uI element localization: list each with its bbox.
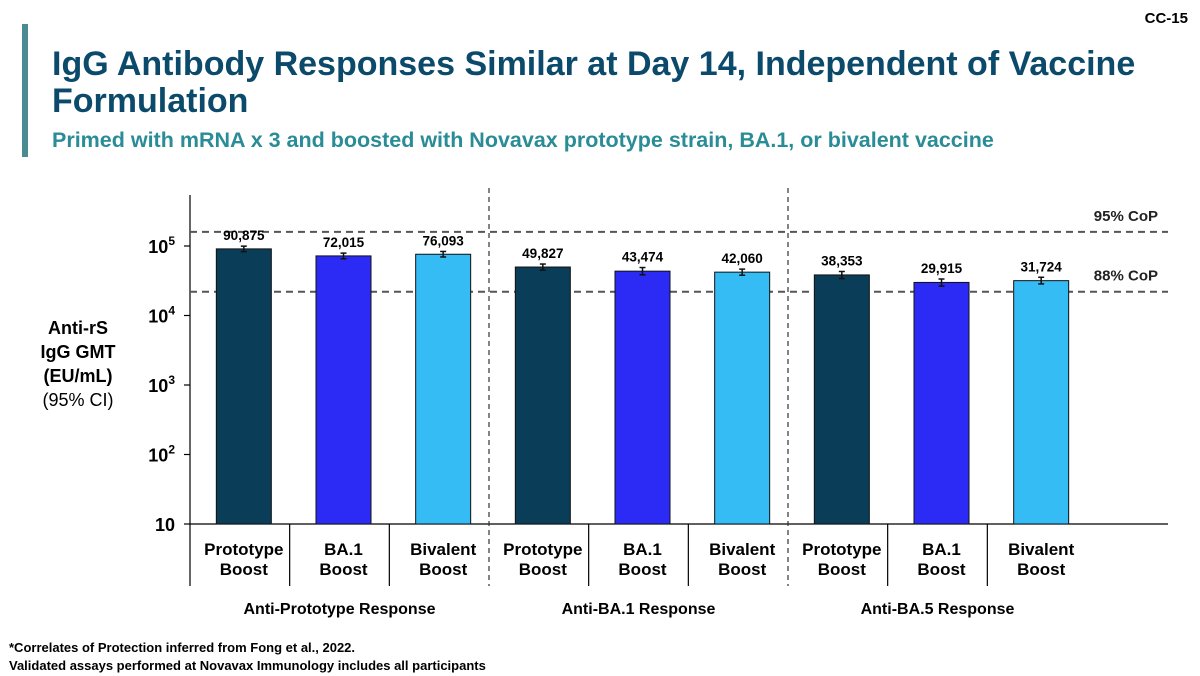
- y-tick-label-3: 104: [148, 304, 175, 327]
- y-axis-label-line3: (EU/mL): [43, 366, 113, 386]
- category-label-line2: Boost: [618, 560, 667, 579]
- bar: [415, 253, 472, 525]
- y-axis-label: Anti-rS IgG GMT (EU/mL) (95% CI): [18, 316, 138, 412]
- data-label: 76,093: [423, 233, 465, 248]
- data-label: 43,474: [622, 250, 664, 265]
- category-label-line2: Boost: [818, 560, 867, 579]
- group-label: Anti-BA.1 Response: [562, 601, 716, 618]
- category-label-line1: Bivalent: [709, 540, 775, 559]
- bar: [215, 248, 272, 525]
- category-label-line2: Boost: [917, 560, 966, 579]
- category-label-line1: Bivalent: [1008, 540, 1074, 559]
- category-label-line1: Prototype: [802, 540, 881, 559]
- y-axis-label-line1: Anti-rS: [48, 318, 108, 338]
- y-tick-label-4: 105: [148, 234, 175, 257]
- category-label-line2: Boost: [220, 560, 269, 579]
- slide-id: CC-15: [1144, 10, 1188, 27]
- category-label-line1: Prototype: [503, 540, 582, 559]
- slide-title: IgG Antibody Responses Similar at Day 14…: [52, 45, 1136, 120]
- group-label: Anti-Prototype Response: [243, 601, 435, 618]
- category-label-line2: Boost: [419, 560, 468, 579]
- category-label-line1: BA.1: [922, 540, 961, 559]
- bar: [913, 281, 970, 525]
- data-label: 38,353: [821, 253, 863, 268]
- data-label: 31,724: [1021, 259, 1063, 274]
- data-label: 42,060: [722, 251, 763, 266]
- category-label-line2: Boost: [519, 560, 568, 579]
- slide-subtitle: Primed with mRNA x 3 and boosted with No…: [52, 128, 994, 152]
- category-label-line1: BA.1: [623, 540, 662, 559]
- bar: [714, 271, 771, 525]
- category-label-line1: BA.1: [324, 540, 363, 559]
- category-label-line1: Bivalent: [410, 540, 476, 559]
- bar: [614, 270, 671, 525]
- reference-line-label-2: 88% CoP: [1094, 268, 1158, 285]
- y-axis-label-line4: (95% CI): [42, 390, 114, 410]
- category-label-line1: Prototype: [204, 540, 283, 559]
- data-label: 90,875: [223, 228, 265, 243]
- footnote-line-2: Validated assays performed at Novavax Im…: [9, 658, 486, 673]
- y-tick-label-2: 103: [148, 373, 175, 396]
- category-label-line2: Boost: [718, 560, 767, 579]
- title-accent-bar: [22, 24, 28, 157]
- data-label: 72,015: [323, 235, 365, 250]
- group-label: Anti-BA.5 Response: [861, 601, 1015, 618]
- bar: [813, 274, 870, 525]
- data-label: 49,827: [522, 246, 563, 261]
- category-label-line2: Boost: [1017, 560, 1066, 579]
- bar: [1013, 280, 1070, 525]
- y-tick-label-1: 102: [148, 443, 175, 466]
- bar: [514, 266, 571, 525]
- reference-line-label-1: 95% CoP: [1094, 208, 1158, 225]
- footnotes: *Correlates of Protection inferred from …: [9, 639, 486, 675]
- data-label: 29,915: [921, 261, 963, 276]
- y-tick-label-0: 10: [155, 515, 175, 535]
- y-axis-label-line2: IgG GMT: [40, 342, 116, 362]
- bar: [315, 255, 372, 525]
- category-label-line2: Boost: [319, 560, 368, 579]
- footnote-line-1: *Correlates of Protection inferred from …: [9, 640, 356, 655]
